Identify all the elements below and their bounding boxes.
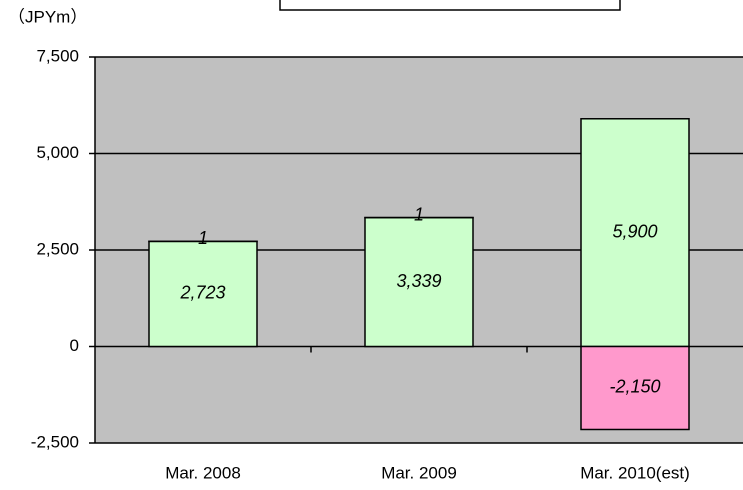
y-tick-label: 2,500 bbox=[36, 239, 79, 258]
y-tick-label: 5,000 bbox=[36, 143, 79, 162]
x-tick-label: Mar. 2009 bbox=[381, 463, 457, 482]
bar bbox=[148, 240, 258, 348]
x-tick-label: Mar. 2008 bbox=[165, 463, 241, 482]
bar bbox=[364, 216, 474, 348]
x-tick-label: Mar. 2010(est) bbox=[580, 463, 690, 482]
value-label: 1 bbox=[414, 204, 424, 224]
y-tick-label: -2,500 bbox=[31, 432, 79, 451]
value-label: 5,900 bbox=[612, 221, 657, 241]
y-tick-label: 7,500 bbox=[36, 46, 79, 65]
bar bbox=[580, 345, 690, 431]
y-axis-label: （JPYm） bbox=[8, 7, 87, 26]
y-tick-label: 0 bbox=[70, 336, 79, 355]
value-label: 1 bbox=[198, 228, 208, 248]
value-label: -2,150 bbox=[609, 377, 660, 397]
bar bbox=[580, 118, 690, 348]
value-label: 3,339 bbox=[396, 271, 441, 291]
value-label: 2,723 bbox=[179, 283, 225, 303]
title-box bbox=[279, 0, 621, 11]
